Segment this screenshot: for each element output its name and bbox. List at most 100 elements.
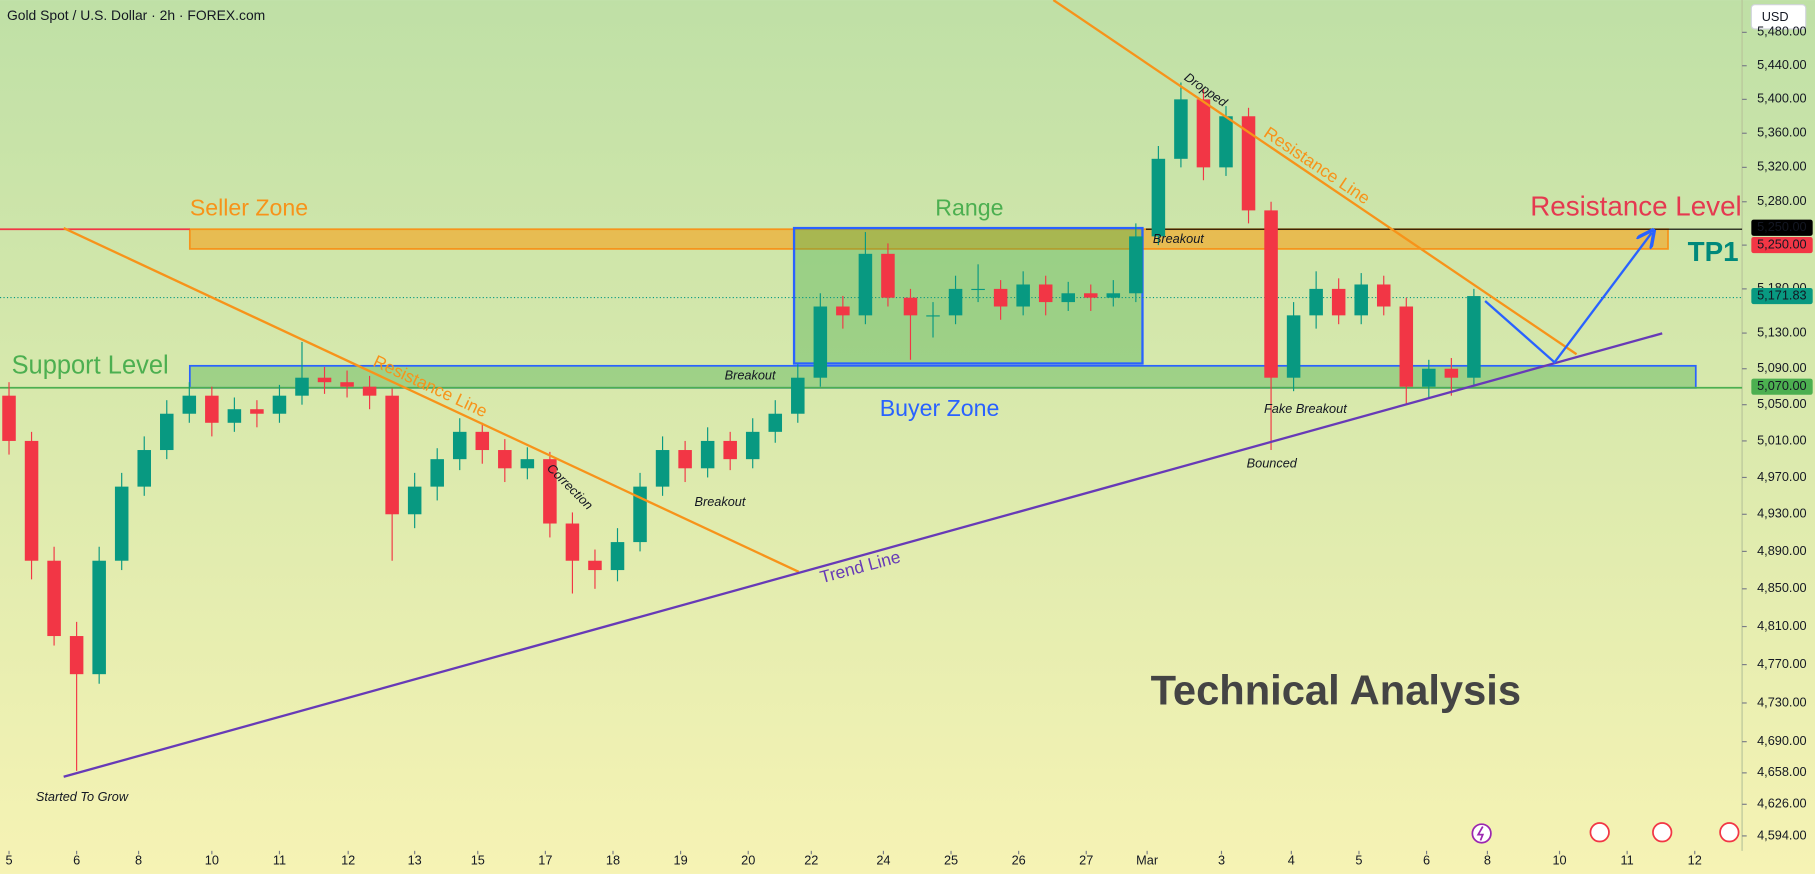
- x-tick-label: 26: [1012, 853, 1026, 868]
- candle-body: [1422, 368, 1436, 387]
- x-tick-label: 19: [674, 853, 688, 868]
- resistance-line: [1052, 0, 1578, 356]
- candle-body: [498, 450, 512, 469]
- candle-body: [1444, 368, 1459, 378]
- axes: 5,480.00 5,440.00 5,400.00 5,360.00 5,320.00…: [5, 24, 1813, 868]
- y-tick-label: 5,360.00: [1757, 125, 1807, 140]
- y-tick-label: 4,770.00: [1757, 656, 1807, 671]
- candle-body: [1264, 210, 1278, 378]
- candle-body: [1467, 296, 1481, 378]
- y-tick-label: 4,970.00: [1757, 469, 1807, 484]
- x-tick-label: 3: [1218, 853, 1225, 868]
- candle-body: [971, 288, 985, 291]
- annotation: Started To Grow: [36, 789, 129, 804]
- candle-body: [1399, 306, 1414, 387]
- price-label: 5,250.00: [1757, 219, 1807, 234]
- candle-body: [92, 560, 106, 675]
- candle-body: [2, 395, 16, 441]
- event-icon[interactable]: [1652, 822, 1673, 843]
- price-label: 5,250.00: [1757, 236, 1807, 251]
- candle-body: [543, 459, 557, 524]
- candle-body: [836, 306, 850, 316]
- y-tick-label: 5,130.00: [1757, 324, 1807, 339]
- candle-body: [948, 288, 963, 316]
- candle-body: [1061, 293, 1075, 303]
- candle-body: [1106, 293, 1121, 298]
- candle-body: [1241, 116, 1256, 211]
- annotation: Breakout: [695, 494, 746, 509]
- candle-body: [858, 253, 873, 316]
- y-tick-label: 5,280.00: [1757, 193, 1807, 208]
- candle-body: [1129, 236, 1143, 294]
- candle-body: [881, 253, 895, 298]
- price-label-box: [1751, 378, 1813, 395]
- candle-body: [317, 377, 332, 383]
- candle-body: [430, 459, 444, 487]
- candle-body: [1331, 288, 1346, 316]
- x-tick-label: 8: [135, 853, 142, 868]
- annotation: Fake Breakout: [1264, 401, 1347, 416]
- candle-body: [610, 542, 625, 571]
- y-tick-label: 4,594.00: [1757, 827, 1807, 842]
- candle-body: [993, 288, 1008, 307]
- candle-body: [24, 440, 39, 561]
- annotation: Support Level: [12, 352, 169, 380]
- candle-body: [745, 431, 760, 460]
- currency-button[interactable]: [1750, 4, 1807, 30]
- y-tick-label: 4,658.00: [1757, 764, 1807, 779]
- candle-body: [1196, 99, 1211, 168]
- y-tick-label: 4,890.00: [1757, 543, 1807, 558]
- candle-body: [520, 459, 535, 469]
- x-tick-label: 10: [1552, 853, 1566, 868]
- candle-body: [723, 440, 737, 460]
- candle-body: [1084, 293, 1098, 298]
- candle-body: [69, 636, 84, 675]
- candle-body: [340, 382, 354, 387]
- candle-body: [700, 440, 715, 469]
- candle-body: [1016, 284, 1030, 307]
- candle-body: [655, 450, 670, 487]
- price-label-box: [1751, 236, 1813, 254]
- x-tick-label: 6: [73, 853, 80, 868]
- event-icon-glyph: [1476, 826, 1485, 841]
- event-icon[interactable]: [1471, 823, 1492, 844]
- candle-body: [565, 523, 580, 561]
- event-icon[interactable]: [1719, 822, 1740, 843]
- candle-body: [1354, 284, 1368, 316]
- y-tick-label: 5,480.00: [1757, 24, 1807, 39]
- annotation: Seller Zone: [190, 195, 308, 221]
- annotation: Resistance Level: [1530, 191, 1741, 222]
- x-tick-label: 12: [1688, 853, 1702, 868]
- currency[interactable]: USD: [1762, 9, 1789, 24]
- candle-body: [588, 560, 602, 571]
- candle-body: [47, 560, 61, 637]
- y-tick-label: 5,010.00: [1757, 432, 1807, 447]
- candle-body: [205, 395, 219, 423]
- x-tick-label: 27: [1079, 853, 1093, 868]
- candle-body: [1309, 288, 1323, 316]
- event-icon[interactable]: [1589, 822, 1610, 843]
- candle-body: [182, 395, 197, 414]
- candle-body: [1151, 158, 1166, 237]
- x-tick-label: 4: [1288, 853, 1295, 868]
- price-label: 5,070.00: [1757, 378, 1807, 393]
- candle-body: [903, 297, 918, 316]
- candle-body: [1174, 99, 1188, 159]
- projection-arrow: [1484, 233, 1652, 365]
- candle-body: [362, 386, 377, 396]
- candle-body: [250, 409, 264, 414]
- candle-body: [678, 450, 692, 469]
- candle-body: [452, 431, 467, 460]
- candles: [2, 82, 1481, 771]
- x-tick-label: 10: [205, 853, 219, 868]
- chart-title: Gold Spot / U.S. Dollar · 2h · FOREX.com: [7, 7, 265, 23]
- x-tick-label: 5: [5, 853, 12, 868]
- x-tick-label: 17: [538, 853, 552, 868]
- candle-body: [1038, 284, 1053, 303]
- x-tick-label: 8: [1484, 853, 1491, 868]
- x-tick-label: 13: [408, 853, 422, 868]
- candle-body: [385, 395, 399, 515]
- candle-body: [227, 409, 242, 423]
